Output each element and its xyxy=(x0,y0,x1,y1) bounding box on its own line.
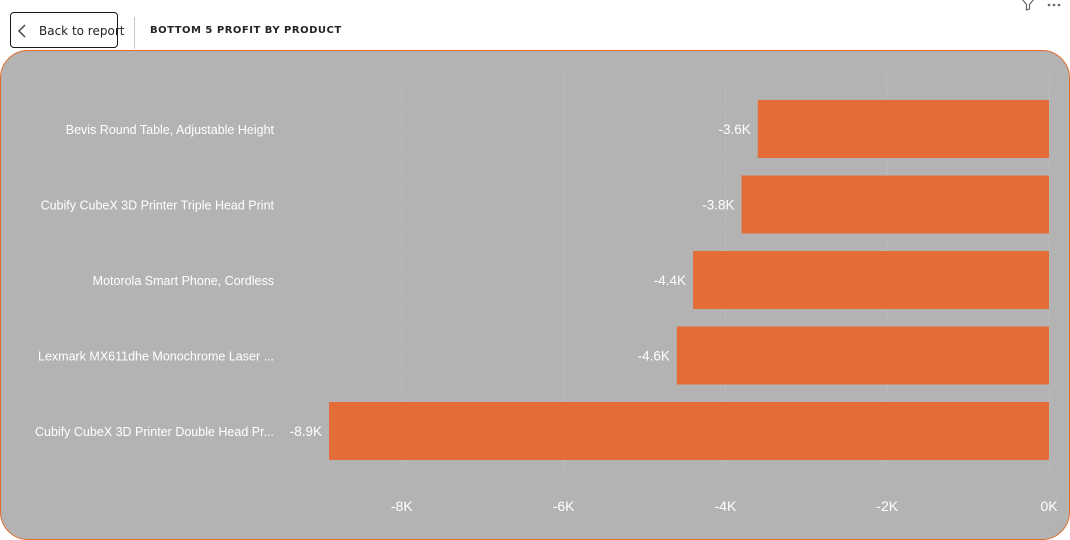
data-label: -8.9K xyxy=(290,424,322,439)
bar[interactable] xyxy=(757,100,1049,158)
header-divider xyxy=(134,17,135,49)
category-label: Bevis Round Table, Adjustable Height xyxy=(66,123,275,137)
chart-panel: Bevis Round Table, Adjustable Height -3.6… xyxy=(0,50,1070,540)
x-tick-label: 0K xyxy=(1040,498,1058,514)
bar[interactable] xyxy=(693,251,1049,309)
x-tick-label: -6K xyxy=(553,498,575,514)
data-label: -4.4K xyxy=(654,273,686,288)
bar-chart: Bevis Round Table, Adjustable Height -3.6… xyxy=(35,76,1058,514)
category-label: Cubify CubeX 3D Printer Double Head Pr..… xyxy=(35,425,274,439)
category-label: Lexmark MX611dhe Monochrome Laser ... xyxy=(38,350,274,364)
back-to-report-button[interactable]: Back to report xyxy=(10,12,124,48)
data-label: -4.6K xyxy=(638,349,670,364)
bar[interactable] xyxy=(328,402,1049,460)
x-tick-label: -4K xyxy=(715,498,737,514)
x-tick-label: -2K xyxy=(876,498,898,514)
more-options-icon[interactable] xyxy=(1046,0,1062,12)
data-label: -3.8K xyxy=(702,198,734,213)
bar[interactable] xyxy=(676,326,1049,385)
category-label: Cubify CubeX 3D Printer Triple Head Prin… xyxy=(41,199,275,213)
top-bar: Back to report BOTTOM 5 PROFIT BY PRODUC… xyxy=(0,0,1070,50)
category-label: Motorola Smart Phone, Cordless xyxy=(93,274,274,288)
page-title: BOTTOM 5 PROFIT BY PRODUCT xyxy=(150,25,342,36)
data-label: -3.6K xyxy=(718,122,750,137)
back-to-report-label: Back to report xyxy=(39,24,125,38)
visual-header-icons xyxy=(1020,0,1062,12)
bar[interactable] xyxy=(741,175,1049,234)
x-tick-label: -8K xyxy=(391,498,413,514)
chevron-left-icon xyxy=(17,24,26,38)
filter-icon[interactable] xyxy=(1020,0,1036,12)
